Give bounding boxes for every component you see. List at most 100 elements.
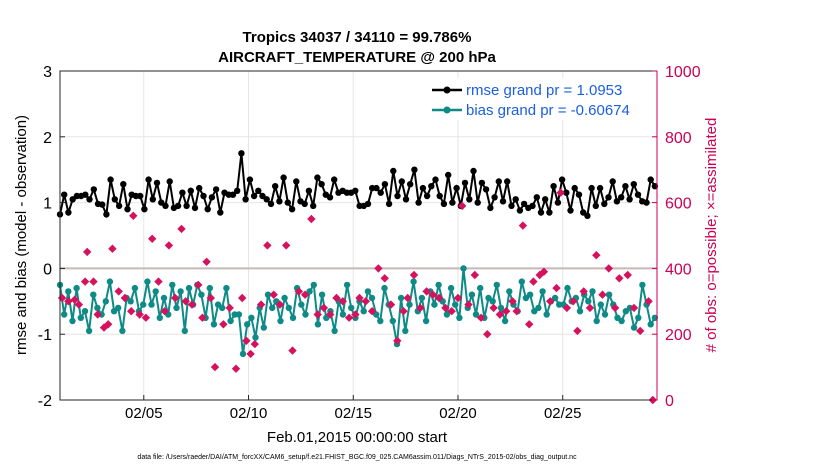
obs-count-point (307, 214, 316, 224)
obs-count-point (93, 310, 102, 319)
point-rmse (90, 186, 98, 193)
obs-count-point (615, 274, 624, 283)
obs-count-point (361, 297, 370, 306)
point-rmse (162, 202, 169, 210)
obs-count-point (458, 201, 467, 211)
point-rmse (137, 192, 144, 200)
obs-count-point (428, 290, 438, 299)
point-rmse (571, 184, 578, 192)
obs-count-point (319, 303, 329, 313)
point-bias (543, 311, 550, 318)
point-rmse (318, 181, 325, 188)
tick-label-left: 3 (43, 64, 52, 81)
point-rmse (293, 178, 300, 185)
obs-count-point (351, 310, 360, 319)
point-bias (119, 327, 126, 335)
x-axis-label: Feb.01,2015 00:00:00 start (267, 429, 448, 446)
point-rmse (381, 181, 389, 188)
point-rmse (115, 202, 123, 210)
obs-count-point (256, 300, 266, 309)
tick-label-right: 400 (665, 261, 692, 278)
point-bias (339, 311, 347, 318)
obs-count-point (160, 307, 169, 316)
tick-label-x: 02/05 (125, 405, 163, 422)
point-bias (597, 301, 604, 308)
point-rmse (174, 202, 182, 210)
point-rmse (179, 189, 186, 196)
point-rmse (364, 200, 372, 208)
tick-label-x: 02/25 (544, 405, 582, 422)
point-bias (493, 281, 500, 289)
tick-label-right: 800 (665, 130, 692, 147)
obs-count-point (104, 320, 113, 329)
obs-count-point (525, 320, 534, 329)
point-bias (435, 281, 442, 289)
point-rmse (284, 199, 291, 206)
point-rmse (310, 202, 317, 210)
point-bias (343, 281, 351, 289)
point-bias (102, 298, 110, 305)
obs-count-point (282, 241, 291, 250)
point-bias (526, 291, 534, 298)
obs-count-point (604, 264, 613, 273)
right-y-axis-label: # of obs: o=possible; ×=assimilated (703, 118, 720, 353)
point-bias (331, 327, 338, 335)
obs-count-point (187, 300, 197, 309)
tick-label-x: 02/15 (334, 405, 372, 422)
obs-count-point (434, 293, 444, 303)
point-bias (368, 294, 376, 302)
point-bias (131, 284, 139, 292)
point-rmse (82, 191, 89, 198)
point-bias (140, 301, 147, 308)
point-rmse (546, 209, 553, 216)
point-rmse (191, 204, 199, 212)
obs-count-point (141, 313, 151, 322)
obs-count-point (502, 307, 511, 316)
point-rmse (398, 178, 405, 185)
obs-count-point (171, 293, 180, 303)
point-bias (635, 314, 642, 321)
point-bias (535, 304, 542, 312)
point-rmse (99, 201, 106, 208)
point-rmse (385, 200, 393, 208)
point-rmse (634, 191, 642, 198)
point-rmse (596, 184, 604, 192)
obs-count-point (198, 313, 207, 322)
point-rmse (474, 199, 481, 206)
obs-count-point (250, 339, 259, 349)
legend-bias-marker (443, 106, 451, 114)
obs-count-point (569, 297, 578, 306)
point-bias (181, 327, 188, 335)
point-bias (127, 298, 134, 305)
obs-count-point (552, 283, 561, 293)
point-rmse (415, 199, 422, 206)
tick-label-x: 02/20 (439, 405, 477, 422)
series-layer (56, 150, 659, 358)
obs-count-point (416, 303, 425, 313)
point-bias (185, 284, 193, 292)
point-bias (144, 278, 151, 285)
point-rmse (314, 174, 321, 181)
point-bias (377, 317, 384, 325)
tick-label-right: 200 (665, 327, 692, 344)
chart-title-line1: Tropics 34037 / 34110 = 99.786% (243, 29, 472, 46)
tick-label-left: 1 (43, 196, 52, 213)
point-rmse (588, 184, 595, 192)
point-rmse (542, 196, 549, 203)
point-rmse (647, 176, 654, 183)
point-rmse (255, 187, 262, 194)
point-rmse (520, 200, 528, 208)
obs-count-point (206, 293, 215, 303)
point-bias (639, 281, 646, 289)
obs-count-point (508, 297, 517, 306)
point-rmse (208, 194, 216, 201)
obs-count-point (108, 244, 117, 253)
obs-count-point (148, 234, 157, 243)
point-rmse (529, 202, 536, 210)
obs-count-point (403, 293, 412, 303)
obs-count-point (338, 297, 347, 306)
obs-count-point (332, 293, 341, 303)
point-bias (410, 278, 417, 285)
legend: rmse grand pr = 1.0953 bias grand pr = -… (428, 78, 656, 120)
legend-box (428, 78, 656, 120)
